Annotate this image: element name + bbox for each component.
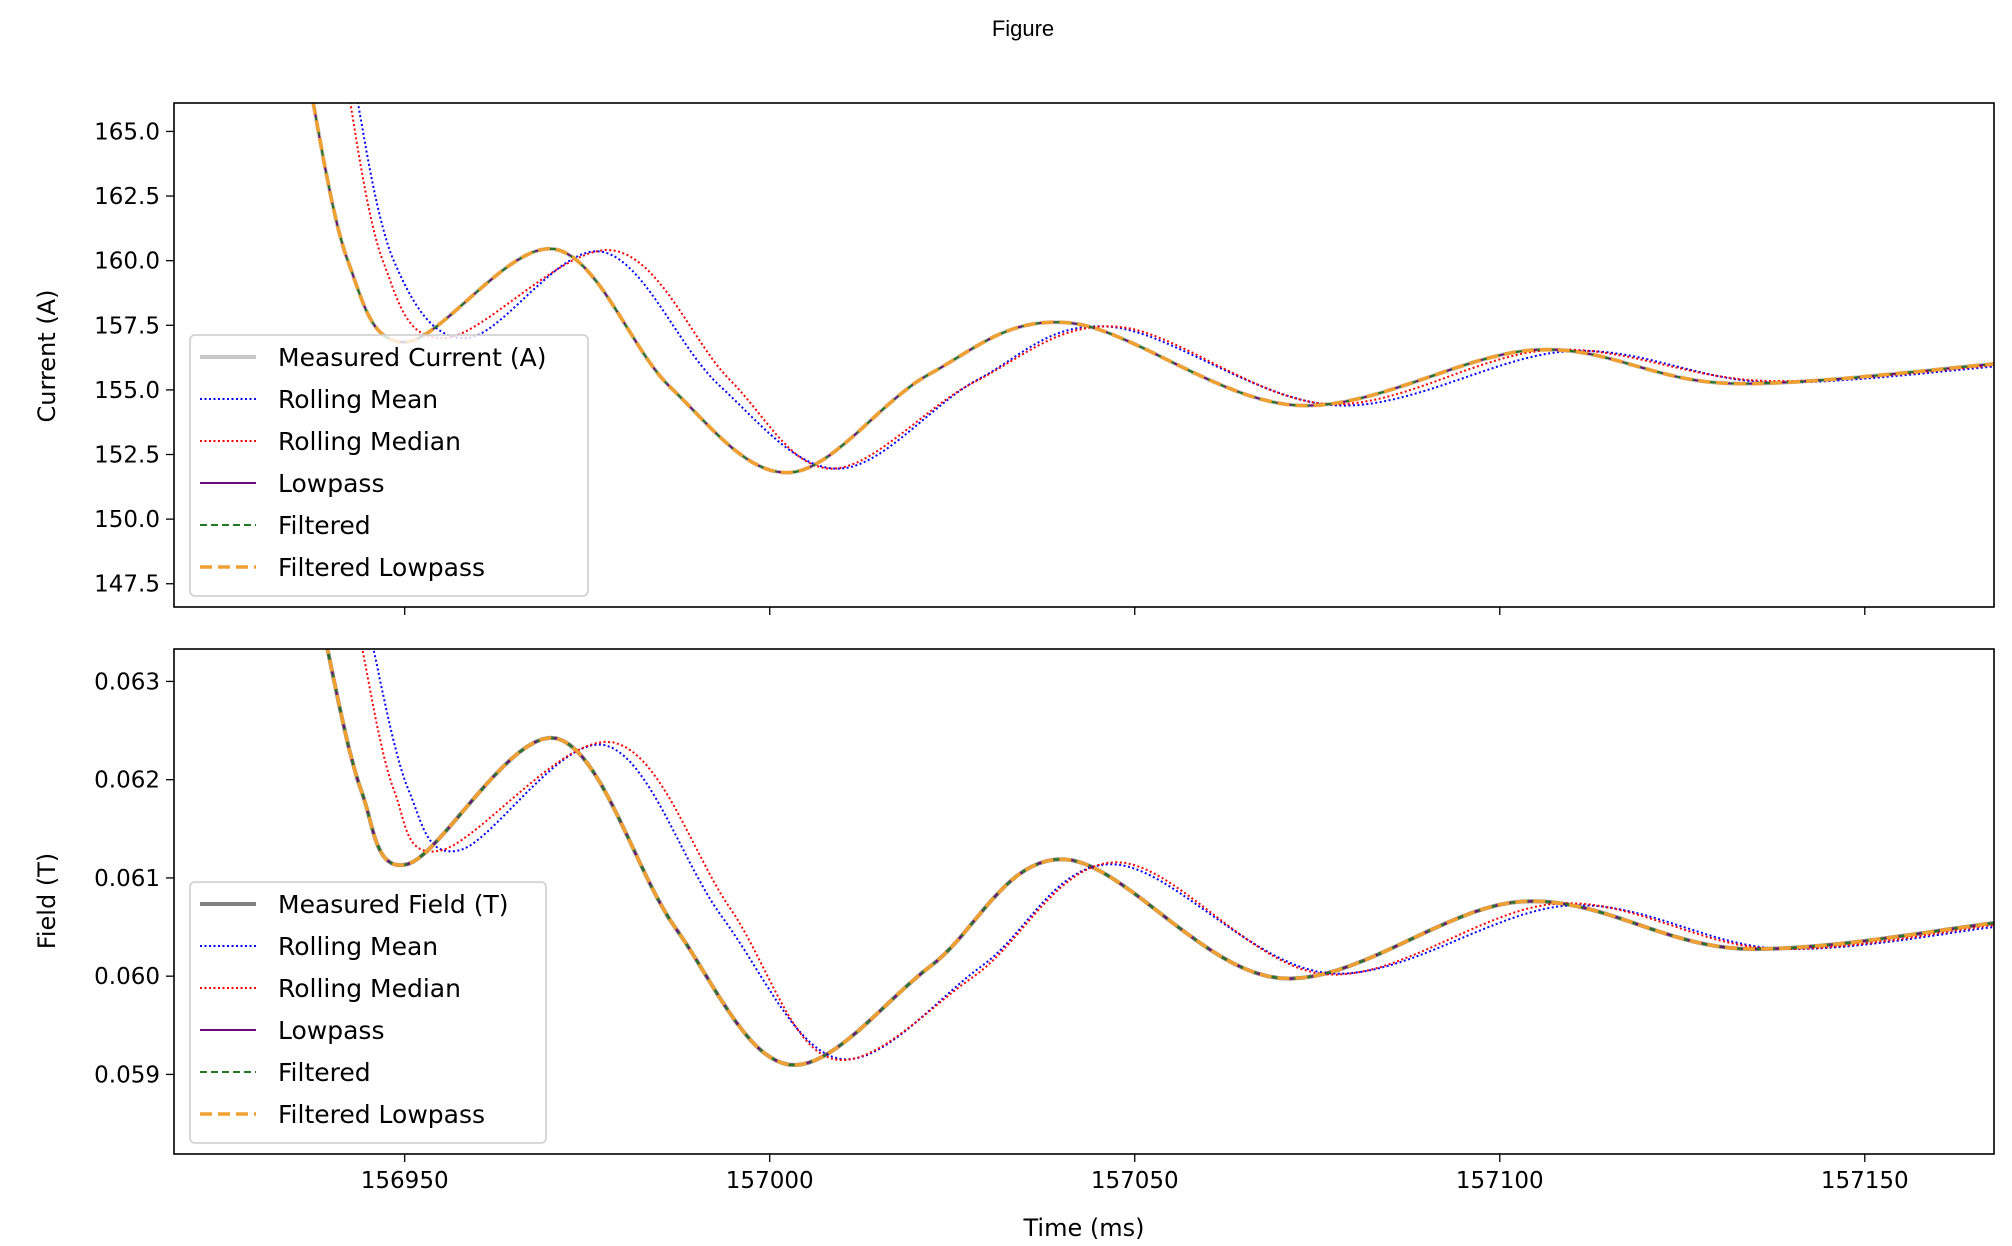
- y-tick-label: 165.0: [94, 119, 160, 145]
- y-tick-label: 155.0: [94, 378, 160, 404]
- x-tick-label: 157100: [1456, 1168, 1544, 1194]
- y-tick-label: 160.0: [94, 249, 160, 275]
- legend-label: Filtered: [278, 511, 371, 540]
- y-tick-label: 0.062: [94, 768, 160, 794]
- y-tick-label: 0.059: [94, 1062, 160, 1088]
- legend-label: Rolling Median: [278, 427, 461, 456]
- x-tick-label: 157050: [1091, 1168, 1179, 1194]
- y-tick-label: 0.063: [94, 669, 160, 695]
- x-tick-label: 157000: [726, 1168, 814, 1194]
- legend-label: Lowpass: [278, 1016, 384, 1045]
- y-tick-label: 0.061: [94, 866, 160, 892]
- series-line-lowpass: [326, 649, 1994, 1067]
- legend-label: Measured Current (A): [278, 343, 547, 372]
- field-axes: 156950 157000 157050 157100 157150 0.059 0.060…: [94, 648, 1995, 1194]
- legend: Measured Field (T) Rolling Mean Rolling Me…: [189, 881, 547, 1144]
- xlabel: Time (ms): [1023, 1214, 1145, 1242]
- axes-frame: [173, 648, 1995, 1155]
- legend-label: Rolling Mean: [278, 385, 438, 414]
- series-line-filtered: [326, 649, 1994, 1067]
- y-tick-label: 0.060: [94, 964, 160, 990]
- legend-label: Rolling Median: [278, 974, 461, 1003]
- x-tick-label: 157150: [1821, 1168, 1909, 1194]
- y-tick-label: 147.5: [94, 572, 160, 598]
- window-title: Figure: [992, 16, 1054, 41]
- legend-label: Filtered: [278, 1058, 371, 1087]
- y-tick-label: 152.5: [94, 443, 160, 469]
- series-line-rolling-mean: [356, 103, 1994, 470]
- legend-label: Filtered Lowpass: [278, 553, 485, 582]
- legend-label: Filtered Lowpass: [278, 1100, 485, 1129]
- series-line-rolling-mean: [372, 649, 1994, 1061]
- series-line-rolling-median: [349, 103, 1994, 470]
- current-axes: 147.5 150.0 152.5 155.0 157.5 160.0 162.5 165.0…: [94, 102, 1995, 615]
- series-line-filtered: [312, 103, 1994, 474]
- x-tick-label: 156950: [361, 1168, 449, 1194]
- axes-frame: [173, 102, 1995, 608]
- y-tick-label: 150.0: [94, 507, 160, 533]
- legend: Measured Current (A) Rolling Mean Rolling …: [189, 334, 589, 597]
- legend-label: Rolling Mean: [278, 932, 438, 961]
- ylabel-field: Field (T): [33, 853, 61, 949]
- series-line-rolling-median: [361, 649, 1994, 1062]
- legend-label: Measured Field (T): [278, 890, 509, 919]
- series-line-filtered-lowpass: [325, 649, 1994, 1067]
- legend-label: Lowpass: [278, 469, 384, 498]
- ylabel-current: Current (A): [33, 290, 61, 423]
- series-line-measured-field-t-: [325, 649, 1994, 1068]
- series-lines: [325, 649, 1994, 1068]
- y-tick-label: 162.5: [94, 184, 160, 210]
- y-tick-label: 157.5: [94, 313, 160, 339]
